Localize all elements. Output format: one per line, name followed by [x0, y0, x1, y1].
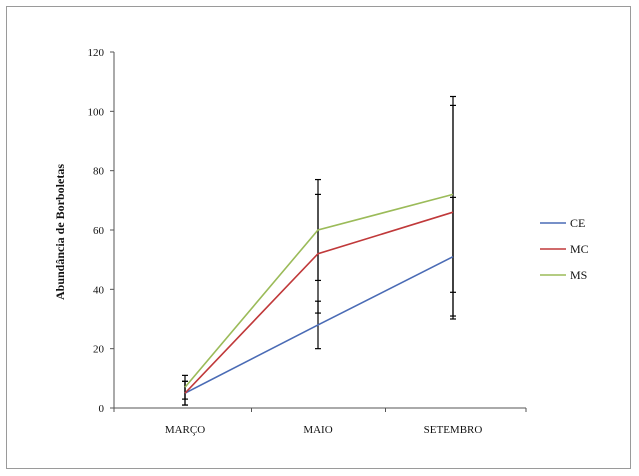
- legend-item-mc: MC: [540, 242, 589, 256]
- y-tick-label: 40: [93, 284, 105, 296]
- legend-label: CE: [570, 216, 585, 230]
- series-line-ce: [184, 255, 454, 394]
- legend: CE MC MS: [540, 216, 589, 282]
- series-line-ms: [184, 193, 454, 388]
- tick-labels: 0 20 40 60 80 100 120 MARÇO MAIO SETEMBRO: [88, 47, 483, 436]
- y-tick-label: 100: [88, 106, 105, 118]
- y-tick-label: 80: [93, 166, 105, 178]
- y-tick-label: 120: [88, 47, 105, 59]
- y-tick-label: 20: [93, 344, 105, 356]
- x-tick-label: SETEMBRO: [424, 424, 483, 436]
- y-tick-label: 60: [93, 225, 105, 237]
- axes: [110, 51, 527, 412]
- series-lines: [184, 193, 454, 394]
- x-tick-label: MARÇO: [165, 424, 205, 436]
- error-bars: [182, 95, 456, 406]
- y-tick-label: 0: [99, 403, 105, 415]
- y-axis-label: Abundância de Borboletas: [53, 164, 67, 300]
- legend-item-ms: MS: [540, 268, 587, 282]
- x-tick-label: MAIO: [303, 424, 332, 436]
- legend-label: MS: [570, 268, 587, 282]
- legend-label: MC: [570, 242, 589, 256]
- legend-item-ce: CE: [540, 216, 585, 230]
- series-line-mc: [184, 211, 454, 394]
